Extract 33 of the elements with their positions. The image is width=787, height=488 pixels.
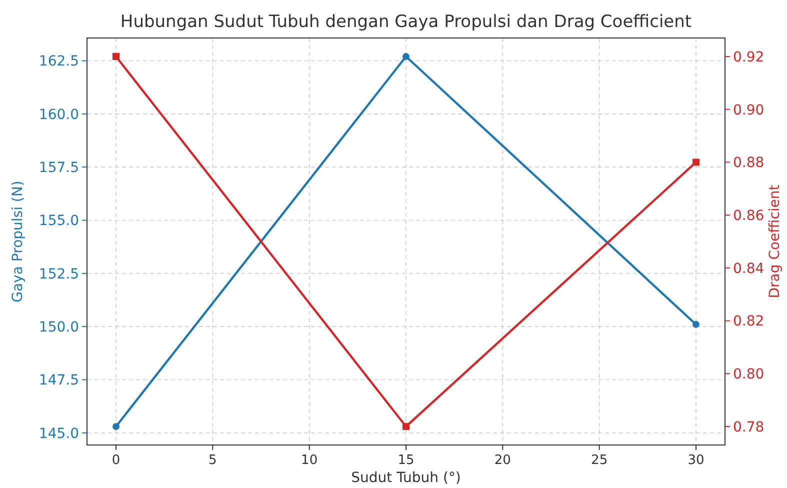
point (692, 158, 700, 166)
y2-tick-label: 0.84 (733, 260, 764, 277)
point (692, 320, 700, 328)
point (402, 423, 410, 430)
point (112, 53, 120, 60)
y2-tick-label: 0.88 (733, 155, 764, 172)
x-tick-label: 15 (398, 453, 414, 468)
y-tick-label: 152.5 (38, 266, 79, 282)
point (402, 53, 410, 60)
y2-tick-label: 0.92 (733, 49, 764, 66)
y2-axis-title: Drag Coefficient (767, 184, 783, 298)
y-axis-title: Gaya Propulsi (N) (10, 180, 26, 302)
y-tick-label: 155.0 (38, 213, 79, 230)
x-tick-label: 10 (301, 453, 318, 468)
y-tick-label: 157.5 (38, 160, 79, 176)
y2-tick-label: 0.82 (733, 314, 764, 330)
y-tick-label: 147.5 (38, 372, 79, 389)
chart-title: Hubungan Sudut Tubuh dengan Gaya Propulsi dan Drag Coefficient (120, 12, 692, 32)
y-tick-label: 162.5 (38, 54, 79, 70)
x-tick-label: 30 (688, 453, 704, 468)
y2-tick-label: 0.90 (733, 102, 764, 118)
y-tick-label: 160.0 (38, 106, 79, 123)
y2-tick-label: 0.80 (733, 366, 764, 383)
y2-tick-label: 0.78 (733, 419, 764, 436)
y-tick-label: 145.0 (38, 426, 79, 442)
x-tick-label: 5 (208, 453, 217, 468)
x-axis-title: Sudut Tubuh (°) (351, 470, 461, 486)
y2-tick-label: 0.86 (733, 208, 764, 224)
x-tick-label: 25 (591, 453, 608, 468)
x-tick-label: 20 (494, 453, 511, 468)
x-tick-label: 0 (112, 453, 120, 468)
point (112, 423, 120, 430)
y-tick-label: 150.0 (38, 319, 79, 336)
